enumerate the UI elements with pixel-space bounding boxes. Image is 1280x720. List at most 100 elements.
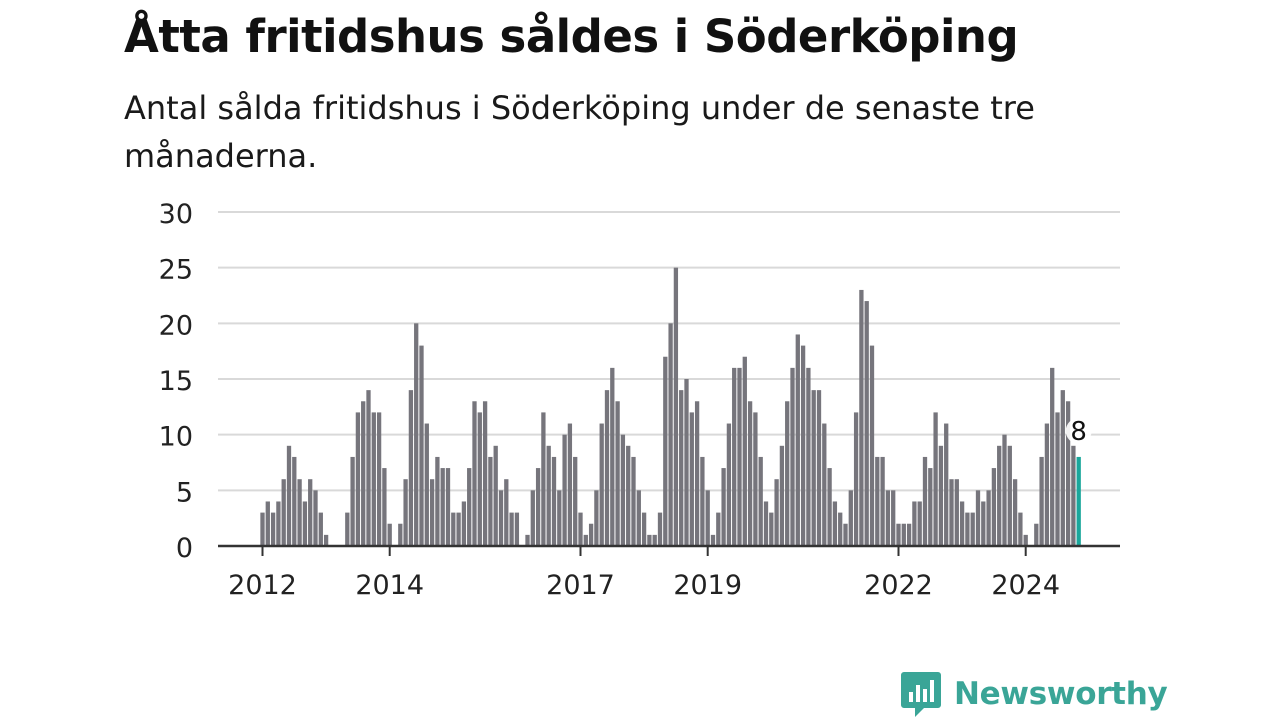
- x-tick-label: 2017: [546, 570, 615, 601]
- bar: [901, 523, 906, 546]
- bar: [965, 512, 970, 546]
- brand-logo: Newsworthy: [900, 668, 1168, 720]
- bar: [535, 468, 541, 546]
- bar: [1012, 479, 1018, 546]
- bar: [710, 534, 716, 546]
- bar: [721, 468, 726, 546]
- bar: [944, 423, 949, 546]
- bar: [626, 445, 631, 546]
- bar: [403, 479, 408, 546]
- y-tick-label: 30: [159, 199, 193, 230]
- bar: [546, 445, 551, 546]
- bar: [265, 501, 270, 546]
- bar: [1018, 512, 1023, 546]
- bar: [843, 523, 848, 546]
- bar: [573, 456, 578, 546]
- bar: [1050, 367, 1055, 546]
- bar: [811, 390, 816, 546]
- bar: [260, 512, 265, 546]
- bar: [716, 512, 721, 546]
- bar: [387, 523, 392, 546]
- bar: [588, 523, 594, 546]
- bar: [376, 412, 382, 546]
- bar: [779, 445, 785, 546]
- bar: [488, 456, 493, 546]
- bar: [800, 345, 806, 546]
- bar: [679, 390, 684, 546]
- bar: [705, 490, 710, 546]
- bar: [790, 367, 795, 546]
- bar: [928, 468, 933, 546]
- bar: [737, 367, 742, 546]
- bar: [997, 445, 1002, 546]
- bar: [838, 512, 843, 546]
- bar: [302, 501, 308, 546]
- bar: [509, 512, 514, 546]
- bar: [451, 512, 456, 546]
- chart-subtitle: Antal sålda fritidshus i Söderköping und…: [124, 89, 1035, 175]
- annotation-backdrop: [1065, 417, 1092, 444]
- bar: [991, 468, 997, 546]
- bar: [641, 512, 647, 546]
- bar: [408, 390, 414, 546]
- bar: [1039, 456, 1044, 546]
- bar: [673, 267, 679, 546]
- bar: [668, 323, 673, 546]
- bar: [286, 445, 292, 546]
- bar: [371, 412, 376, 546]
- bar: [435, 456, 440, 546]
- bar: [313, 490, 318, 546]
- bar: [652, 534, 657, 546]
- bar: [959, 501, 965, 546]
- bar: [504, 479, 509, 546]
- bar: [954, 479, 959, 546]
- y-tick-label: 10: [159, 422, 193, 453]
- bar: [308, 479, 313, 546]
- bar: [938, 445, 944, 546]
- bar: [785, 401, 790, 546]
- bar: [1071, 445, 1076, 546]
- bar: [366, 390, 371, 546]
- bar: [949, 479, 954, 546]
- bar: [323, 534, 329, 546]
- bar: [541, 412, 546, 546]
- bar: [684, 379, 689, 546]
- bar: [922, 456, 928, 546]
- bar: [1060, 390, 1065, 546]
- bar: [853, 412, 859, 546]
- bar: [461, 501, 467, 546]
- bar: [414, 323, 419, 546]
- bar: [647, 534, 652, 546]
- bar: [398, 523, 403, 546]
- x-tick-label: 2022: [864, 570, 933, 601]
- bar: [276, 501, 281, 546]
- bar: [318, 512, 323, 546]
- chart-title: Åtta fritidshus såldes i Söderköping: [124, 10, 1019, 63]
- bar: [848, 490, 853, 546]
- bar: [663, 356, 668, 546]
- bar: [419, 345, 424, 546]
- bar: [864, 301, 869, 546]
- bar: [567, 423, 573, 546]
- bar: [456, 512, 461, 546]
- bar: [525, 534, 530, 546]
- bar: [1065, 401, 1071, 546]
- bar: [753, 412, 758, 546]
- bar: [732, 367, 737, 546]
- bar: [615, 401, 620, 546]
- x-axis-ticks: 2012 2014 2017 2019 2022 2024: [228, 546, 1060, 601]
- bar: [694, 401, 700, 546]
- y-tick-label: 15: [159, 366, 193, 397]
- bar: [477, 412, 482, 546]
- bar: [981, 501, 986, 546]
- bar: [832, 501, 838, 546]
- bar: [917, 501, 922, 546]
- bar: [1002, 434, 1007, 546]
- y-tick-label: 0: [176, 533, 193, 564]
- bar: [1055, 412, 1060, 546]
- bar: [424, 423, 429, 546]
- bar: [795, 334, 800, 546]
- bar: [610, 367, 615, 546]
- bar: [498, 490, 504, 546]
